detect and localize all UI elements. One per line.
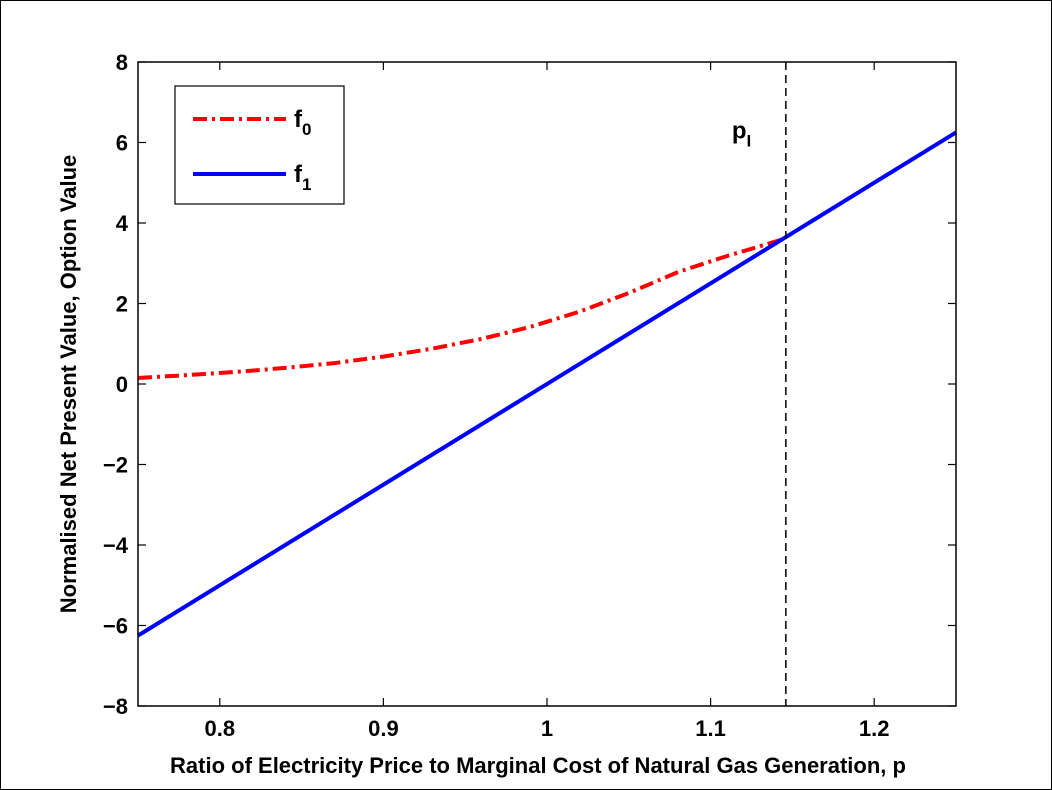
legend-box [175,86,344,204]
x-tick-label: 0.8 [205,716,236,741]
y-axis-label: Normalised Net Present Value, Option Val… [56,155,81,613]
x-tick-label: 1.2 [859,716,890,741]
y-tick-label: 8 [116,50,128,75]
x-tick-label: 1.1 [695,716,726,741]
y-tick-label: 6 [116,131,128,156]
y-tick-label: −8 [103,694,128,719]
y-tick-label: −4 [103,533,129,558]
x-tick-label: 1 [541,716,553,741]
y-tick-label: 0 [116,372,128,397]
y-tick-label: −2 [103,453,128,478]
y-tick-label: −6 [103,614,128,639]
x-tick-label: 0.9 [368,716,399,741]
x-axis-label: Ratio of Electricity Price to Marginal C… [170,753,906,778]
y-tick-label: 4 [116,211,129,236]
y-tick-label: 2 [116,292,128,317]
